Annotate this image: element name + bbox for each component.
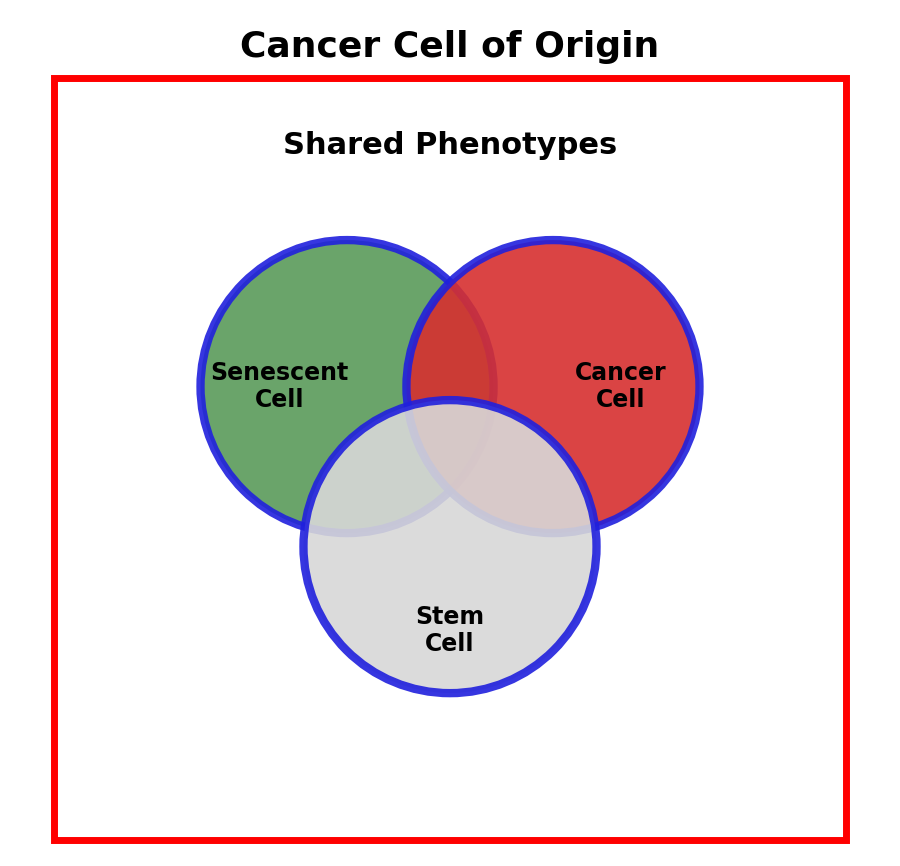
Text: Shared Phenotypes: Shared Phenotypes bbox=[283, 132, 617, 160]
Ellipse shape bbox=[303, 400, 597, 693]
Text: Stem
Cell: Stem Cell bbox=[416, 604, 484, 656]
Text: Cancer
Cell: Cancer Cell bbox=[574, 360, 666, 412]
Text: Cancer Cell of Origin: Cancer Cell of Origin bbox=[240, 30, 660, 64]
Text: Senescent
Cell: Senescent Cell bbox=[211, 360, 349, 412]
Ellipse shape bbox=[201, 240, 493, 533]
Ellipse shape bbox=[407, 240, 699, 533]
